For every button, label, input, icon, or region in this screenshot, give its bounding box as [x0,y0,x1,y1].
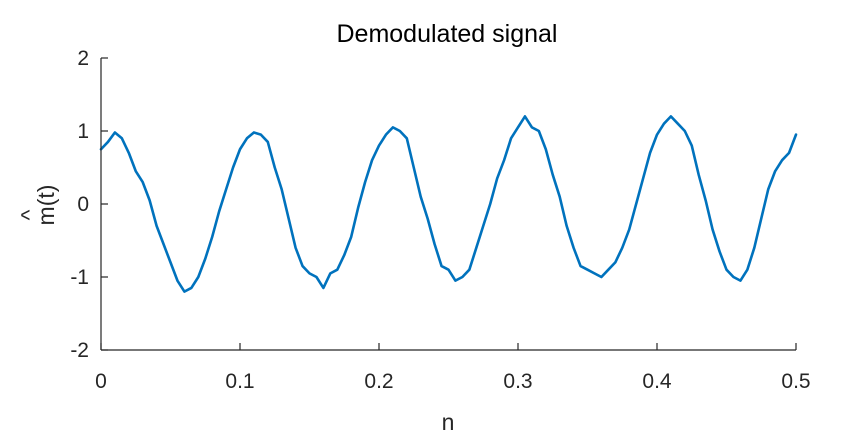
x-tick-label: 0.5 [781,370,810,393]
y-axis-ticks: -2 -1 0 1 2 [70,47,108,362]
y-axis-title: m(t) ^ [16,185,59,226]
x-axis-title: n [442,409,455,435]
x-tick-label: 0.1 [225,370,254,393]
x-tick-label: 0.3 [503,370,532,393]
x-tick-label: 0.2 [364,370,393,393]
y-axis-title-accent: ^ [16,209,42,220]
y-tick-label: 0 [77,193,89,216]
x-axis-ticks: 0 0.1 0.2 0.3 0.4 0.5 [95,343,811,393]
y-tick-label: 1 [77,120,89,143]
chart-title: Demodulated signal [337,20,558,48]
series-line [99,115,798,293]
y-tick-label: 2 [77,47,89,70]
y-tick-label: -1 [70,266,89,289]
y-axis-title-text: m(t) [33,185,59,226]
x-tick-label: 0.4 [642,370,672,393]
y-tick-label: -2 [70,339,89,362]
x-tick-label: 0 [95,370,107,393]
plot-series [99,115,798,293]
